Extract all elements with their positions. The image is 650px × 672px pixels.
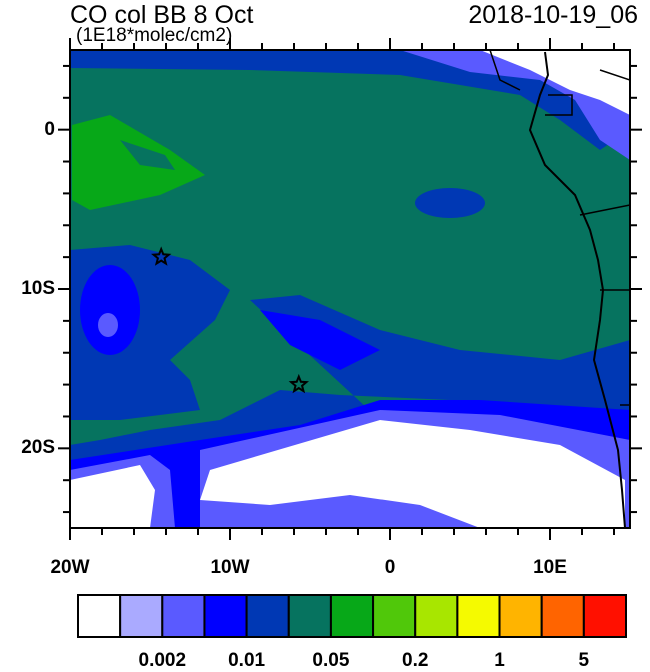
lon-tick-label: 10W xyxy=(210,557,250,578)
plot-title: CO col BB 8 Oct xyxy=(70,1,254,29)
coastline xyxy=(528,51,626,528)
field-south-white xyxy=(70,420,625,528)
colorbar-swatch xyxy=(414,594,459,638)
colorbar-swatch xyxy=(498,594,543,638)
colorbar-label: 0.2 xyxy=(402,650,429,671)
colorbar-label: 1 xyxy=(494,650,505,671)
star-marker-icon xyxy=(288,373,309,394)
colorbar-swatch xyxy=(582,594,627,638)
lon-tick-label: 20W xyxy=(50,557,90,578)
axis-ticks xyxy=(58,38,642,540)
field-west-core xyxy=(80,265,140,355)
colorbar-swatch xyxy=(77,594,122,638)
field-north-white xyxy=(480,50,630,115)
field-east-patch xyxy=(415,188,485,218)
colorbar-label: 0.05 xyxy=(312,650,350,671)
lat-tick-label: 20S xyxy=(21,437,55,459)
markers xyxy=(151,246,309,394)
units-label: (1E18*molec/cm2) xyxy=(76,25,233,46)
colorbar-swatch xyxy=(161,594,206,638)
lat-tick-label: 0 xyxy=(44,118,55,140)
lon-tick-label: 0 xyxy=(384,557,396,578)
star-marker-icon xyxy=(151,246,172,266)
colorbar-swatch xyxy=(287,594,332,638)
colorbar-label: 0.002 xyxy=(138,650,187,671)
lat-tick-label: 10S xyxy=(21,278,55,299)
lon-tick-label: 10E xyxy=(533,557,567,578)
colorbar-swatch xyxy=(372,594,417,638)
colorbar-label: 5 xyxy=(578,650,590,671)
country-borders xyxy=(489,50,630,406)
field-west-light xyxy=(98,313,118,337)
field-green-inner xyxy=(120,140,175,170)
colorbar-swatch xyxy=(203,594,248,638)
colorbar-swatch xyxy=(329,594,375,638)
colorbar-swatch xyxy=(540,594,585,638)
field-blue-strip xyxy=(260,310,380,370)
colorbar-swatch xyxy=(119,594,164,638)
colorbar-label: 0.01 xyxy=(228,650,266,671)
field-north-band xyxy=(70,50,630,150)
colorbar xyxy=(77,594,627,638)
map-field xyxy=(70,50,630,528)
field-central-band xyxy=(70,295,630,470)
colorbar-swatch xyxy=(456,594,501,638)
datetime-label: 2018-10-19_06 xyxy=(468,1,638,29)
colorbar-swatch xyxy=(245,594,290,638)
